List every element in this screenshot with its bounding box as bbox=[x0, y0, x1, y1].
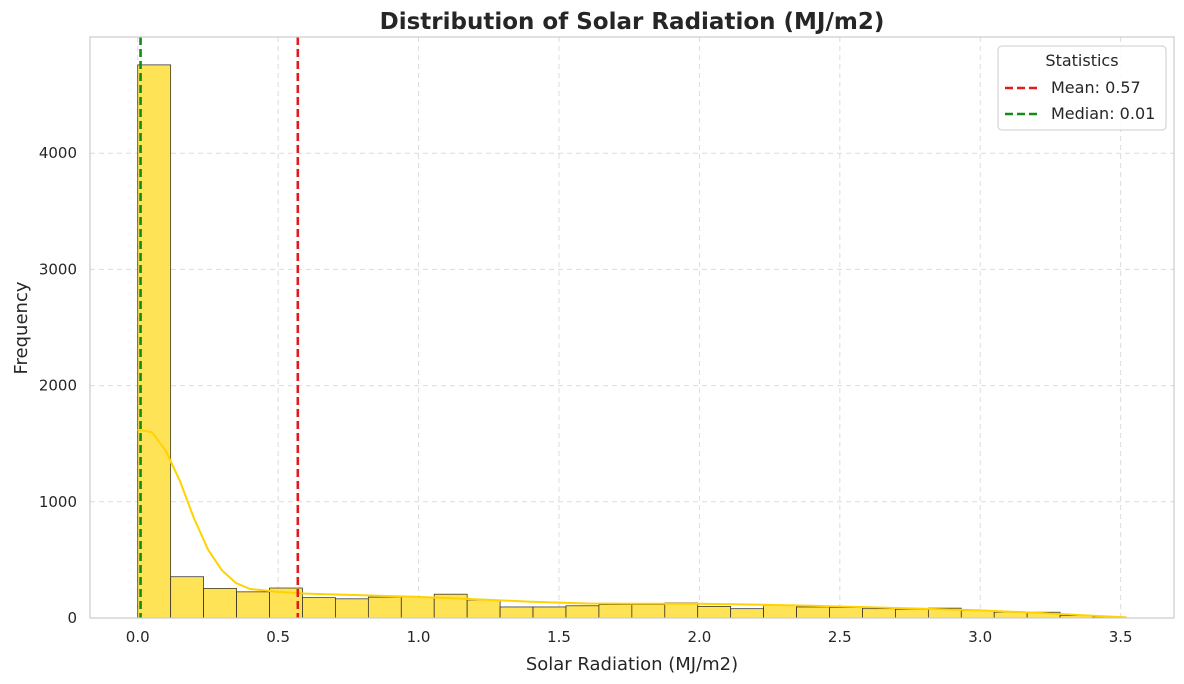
histogram-bar bbox=[533, 607, 566, 618]
x-tick-label: 1.5 bbox=[547, 628, 571, 646]
legend: Statistics Mean: 0.57 Median: 0.01 bbox=[998, 46, 1166, 130]
histogram-bar bbox=[467, 600, 500, 618]
x-tick-label: 3.0 bbox=[968, 628, 992, 646]
histogram-bar bbox=[797, 607, 830, 618]
histogram-bar bbox=[632, 605, 665, 618]
y-axis-label: Frequency bbox=[11, 281, 32, 374]
x-tick-label: 2.5 bbox=[828, 628, 852, 646]
histogram-bar bbox=[698, 606, 731, 618]
histogram-bar bbox=[895, 609, 928, 618]
histogram-bar bbox=[566, 606, 599, 618]
x-tick-label: 3.5 bbox=[1109, 628, 1133, 646]
histogram-bar bbox=[335, 599, 368, 618]
histogram-bar bbox=[862, 609, 895, 618]
y-tick-label: 0 bbox=[67, 609, 77, 627]
histogram-bar bbox=[401, 597, 434, 618]
y-tick-label: 3000 bbox=[39, 260, 77, 278]
legend-mean-label: Mean: 0.57 bbox=[1051, 78, 1141, 97]
bars-layer bbox=[138, 65, 1126, 618]
histogram-bar bbox=[830, 608, 863, 618]
x-tick-label: 0.0 bbox=[126, 628, 150, 646]
histogram-bar bbox=[665, 603, 698, 618]
histogram-bar bbox=[138, 65, 171, 618]
histogram-bar bbox=[599, 605, 632, 618]
x-axis-label: Solar Radiation (MJ/m2) bbox=[526, 654, 738, 675]
legend-title: Statistics bbox=[1045, 51, 1118, 70]
histogram-bar bbox=[368, 597, 401, 618]
legend-median-label: Median: 0.01 bbox=[1051, 104, 1155, 123]
histogram-bar bbox=[237, 592, 270, 618]
x-tick-label: 1.0 bbox=[407, 628, 431, 646]
histogram-bar bbox=[204, 588, 237, 618]
histogram-bar bbox=[500, 607, 533, 618]
histogram-bar bbox=[731, 609, 764, 618]
y-tick-label: 1000 bbox=[39, 493, 77, 511]
chart-title: Distribution of Solar Radiation (MJ/m2) bbox=[380, 9, 885, 35]
y-tick-label: 4000 bbox=[39, 144, 77, 162]
histogram-bar bbox=[764, 605, 797, 618]
y-tick-label: 2000 bbox=[39, 377, 77, 395]
histogram-bar bbox=[171, 577, 204, 618]
x-tick-label: 2.0 bbox=[687, 628, 711, 646]
x-tick-label: 0.5 bbox=[266, 628, 290, 646]
ticks-layer: 0.0 0.5 1.0 1.5 2.0 2.5 3.0 3.5 0 1000 2000 3000 400… bbox=[39, 144, 1133, 646]
histogram-bar bbox=[302, 598, 335, 618]
